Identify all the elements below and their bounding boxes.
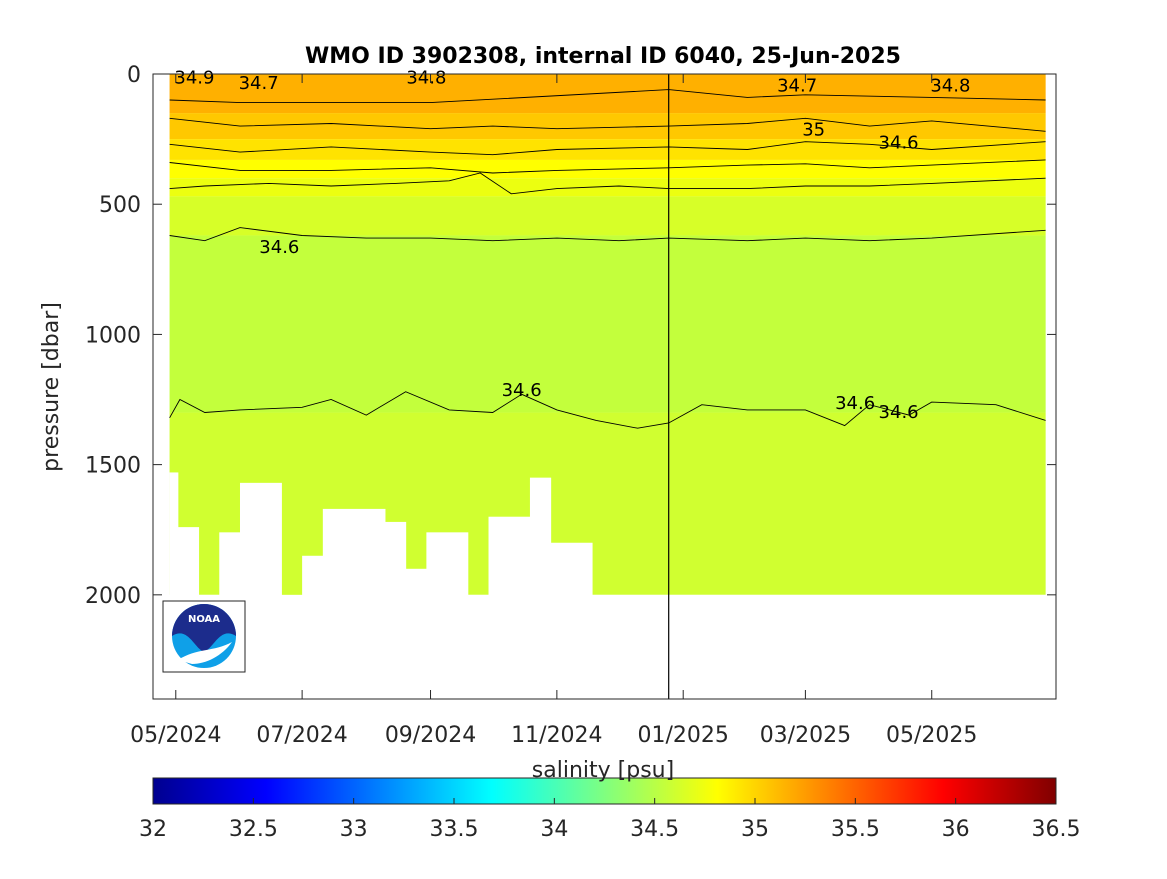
chart-title: WMO ID 3902308, internal ID 6040, 25-Jun…	[305, 44, 901, 69]
no-data-mask	[239, 482, 282, 699]
contour-label: 34.6	[879, 133, 919, 154]
contour-line	[169, 227, 1046, 242]
colorbar-tick-label: 33.5	[430, 817, 479, 842]
no-data-mask	[302, 555, 324, 699]
noaa-logo: NOAA	[162, 600, 246, 673]
salinity-layer	[169, 235, 1046, 413]
x-tick-label: 05/2025	[886, 723, 977, 748]
contour-line	[169, 89, 1046, 104]
no-data-mask	[384, 521, 407, 699]
contour-label: 35	[802, 120, 825, 141]
y-tick-label: 500	[99, 193, 141, 218]
salinity-layer	[169, 113, 1046, 140]
x-tick-label: 03/2025	[760, 723, 851, 748]
colorbar-tick-label: 35	[741, 817, 769, 842]
no-data-mask	[550, 542, 593, 699]
y-tick-label: 2000	[85, 584, 141, 609]
contour-label: 34.9	[174, 68, 214, 89]
colorbar-tick-label: 35.5	[831, 817, 880, 842]
no-data-mask	[322, 508, 386, 699]
colorbar	[152, 777, 1057, 805]
contour-label: 34.8	[930, 75, 970, 96]
no-data-mask	[281, 597, 303, 699]
y-tick-label: 0	[127, 63, 141, 88]
no-data-mask	[467, 594, 490, 699]
x-tick-label: 07/2024	[256, 723, 347, 748]
salinity-field	[169, 74, 1056, 699]
plot-frame	[152, 73, 1057, 700]
contour-label: 34.6	[259, 237, 299, 258]
colorbar-tick-label: 33	[340, 817, 368, 842]
contour-lines	[169, 89, 1046, 429]
x-tick-label: 05/2024	[130, 723, 221, 748]
contour-line	[169, 159, 1046, 174]
contour-line	[169, 117, 1046, 132]
no-data-mask	[1045, 594, 1056, 699]
contour-label: 34.8	[406, 68, 446, 89]
contour-label: 34.7	[239, 73, 279, 94]
contour-label: 34.6	[835, 393, 875, 414]
y-tick-label: 1000	[85, 323, 141, 348]
contour-line	[169, 141, 1046, 156]
no-data-mask	[169, 472, 179, 699]
salinity-layer	[169, 412, 1046, 595]
colorbar-tick-label: 34	[540, 817, 568, 842]
contour-line	[169, 391, 1046, 429]
salinity-layer	[169, 178, 1046, 197]
colorbar-label: salinity [psu]	[532, 758, 674, 783]
colorbar-tick-label: 36.5	[1032, 817, 1081, 842]
colorbar-ticks: 32 32.5 33 33.5 34 34.5 35 35.5 36 36.5	[139, 798, 1080, 842]
no-data-mask	[405, 568, 427, 699]
colorbar-tick-label: 32	[139, 817, 167, 842]
noaa-logo-text: NOAA	[188, 614, 220, 625]
colorbar-tick-label: 36	[942, 817, 970, 842]
no-data-mask	[426, 532, 469, 699]
contour-line	[169, 172, 1046, 195]
contour-label: 34.7	[777, 75, 817, 96]
salinity-layer	[169, 139, 1046, 160]
x-tick-label: 11/2024	[511, 723, 602, 748]
x-axis-ticks: 05/2024 07/2024 09/2024 11/2024 01/2025 03/20…	[130, 74, 977, 748]
x-tick-label: 01/2025	[637, 723, 728, 748]
no-data-mask	[529, 477, 552, 699]
salinity-layer	[169, 196, 1046, 236]
colorbar-tick-label: 34.5	[630, 817, 679, 842]
y-axis-ticks: 0 500 1000 1500 2000	[85, 63, 1056, 609]
no-data-mask	[592, 594, 1047, 699]
salinity-layer	[169, 74, 1046, 114]
y-axis-label: pressure [dbar]	[39, 302, 64, 472]
no-data-mask	[488, 516, 531, 699]
contour-label: 34.6	[502, 380, 542, 401]
y-tick-label: 1500	[85, 454, 141, 479]
contour-label: 34.6	[879, 402, 919, 423]
colorbar-tick-label: 32.5	[229, 817, 278, 842]
x-tick-label: 09/2024	[385, 723, 476, 748]
